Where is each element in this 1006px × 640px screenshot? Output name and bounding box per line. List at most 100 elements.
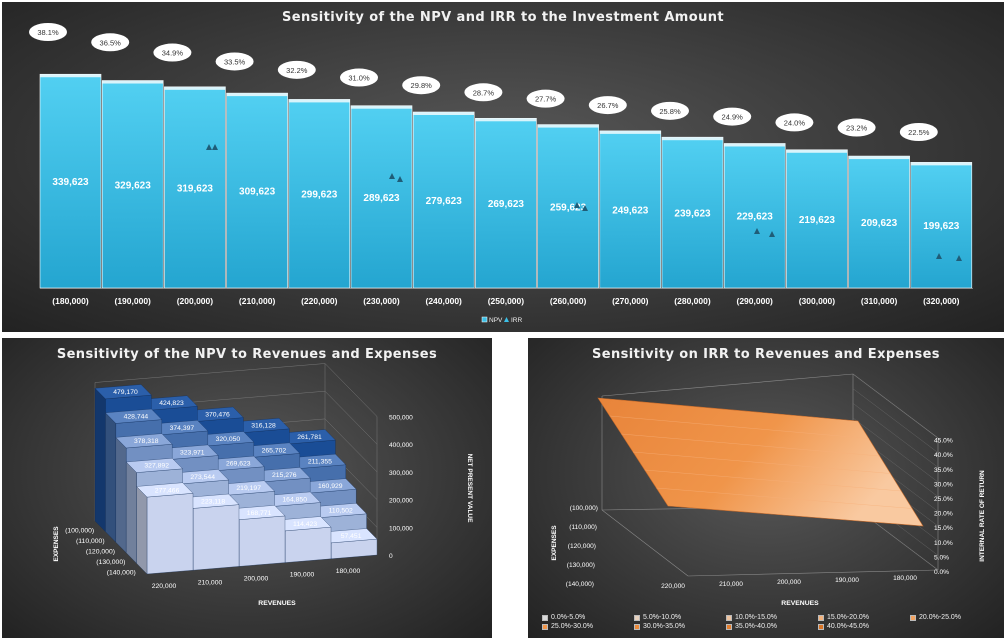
npv-3d-data-label: 114,423 bbox=[293, 521, 317, 528]
x-tick-label: (190,000) bbox=[115, 296, 152, 306]
bar-side-face bbox=[126, 461, 137, 564]
bar-top-highlight bbox=[662, 137, 723, 141]
npv-data-label: 339,623 bbox=[52, 177, 89, 188]
x-tick-label: 210,000 bbox=[719, 581, 743, 588]
npv-bar bbox=[350, 105, 413, 289]
npv-bar bbox=[786, 149, 848, 289]
legend-swatch bbox=[542, 623, 548, 630]
y-tick-label: (100,000) bbox=[570, 505, 598, 512]
y-axis-title: EXPENSES bbox=[53, 526, 60, 562]
irr-data-label: 24.0% bbox=[784, 118, 806, 127]
z-axis-title: INTERNAL RATE OF RETURN bbox=[979, 470, 986, 562]
z-tick-label: 40.0% bbox=[934, 452, 953, 459]
bar-side-face bbox=[94, 387, 106, 532]
legend-swatch bbox=[818, 614, 824, 621]
x-tick-label: 200,000 bbox=[244, 576, 269, 583]
npv-data-label: 299,623 bbox=[301, 190, 338, 201]
x-tick-label: (310,000) bbox=[861, 296, 898, 306]
irr-marker bbox=[206, 144, 212, 150]
npv-bar bbox=[39, 73, 102, 289]
x-tick-label: 220,000 bbox=[152, 583, 177, 590]
npv-bar bbox=[661, 136, 724, 289]
bar-top-highlight bbox=[164, 86, 226, 90]
npv-data-label: 209,623 bbox=[861, 218, 898, 229]
npv-3d-data-label: 277,466 bbox=[155, 487, 180, 494]
x-tick-label: (200,000) bbox=[177, 296, 214, 306]
irr-label-bubble bbox=[588, 96, 627, 115]
chart-title: Sensitivity on IRR to Revenues and Expen… bbox=[592, 347, 940, 362]
legend-item: 25.0%-30.0% bbox=[542, 623, 634, 630]
x-tick-label: (320,000) bbox=[923, 296, 960, 306]
bar-top-highlight bbox=[475, 118, 537, 122]
bar-front-face bbox=[284, 526, 332, 563]
npv-data-label: 259,623 bbox=[550, 202, 587, 213]
x-axis-title: REVENUES bbox=[781, 600, 819, 607]
npv-data-label: 269,623 bbox=[488, 199, 525, 210]
irr-marker bbox=[956, 255, 962, 261]
z-tick-label: 15.0% bbox=[934, 525, 953, 532]
y-tick-label: (120,000) bbox=[568, 543, 596, 550]
irr-data-label: 33.5% bbox=[224, 57, 246, 66]
legend-item: 5.0%-10.0% bbox=[634, 614, 726, 621]
npv-3d-data-label: 428,744 bbox=[124, 414, 149, 421]
npv-3d-data-label: 370,476 bbox=[205, 411, 230, 418]
legend-label: 10.0%-15.0% bbox=[735, 614, 778, 621]
z-tick-label: 45.0% bbox=[934, 438, 953, 445]
grid-line bbox=[324, 363, 378, 417]
legend-label: 30.0%-35.0% bbox=[643, 623, 686, 630]
npv-3d-data-label: 323,971 bbox=[180, 449, 205, 456]
npv-3d-data-label: 378,318 bbox=[134, 438, 159, 445]
npv-3d-data-label: 265,702 bbox=[262, 447, 287, 454]
npv-bar bbox=[475, 117, 537, 289]
y-tick-label: (110,000) bbox=[76, 538, 105, 545]
irr-label-bubble bbox=[775, 113, 814, 132]
irr-data-label: 29.8% bbox=[411, 81, 433, 90]
bar-top-face bbox=[125, 458, 183, 473]
irr-data-label: 31.0% bbox=[348, 74, 370, 83]
x-tick-label: 180,000 bbox=[893, 575, 917, 582]
npv-data-label: 309,623 bbox=[239, 187, 276, 198]
npv-3d-data-label: 273,544 bbox=[190, 474, 215, 481]
bar-top-highlight bbox=[413, 112, 475, 116]
y-tick-label: (110,000) bbox=[569, 524, 597, 531]
legend-item: 10.0%-15.0% bbox=[726, 614, 818, 621]
irr-label-bubble bbox=[837, 118, 876, 137]
legend-label: 25.0%-30.0% bbox=[551, 623, 594, 630]
npv-bar bbox=[599, 130, 662, 289]
npv-data-label: 279,623 bbox=[426, 196, 463, 207]
npv-bar bbox=[412, 111, 475, 289]
irr-data-label: 36.5% bbox=[100, 38, 122, 47]
legend-swatch bbox=[910, 614, 916, 621]
npv-3d-data-label: 164,850 bbox=[282, 496, 307, 503]
y-tick-label: (100,000) bbox=[65, 527, 94, 534]
npv-irr-plot: 339,623 (180,000) 38.1% 329,623 (190,000) 36.… bbox=[29, 23, 973, 324]
z-tick-label: 20.0% bbox=[934, 511, 953, 518]
npv-3d-data-label: 320,050 bbox=[216, 436, 241, 443]
legend-label: 15.0%-20.0% bbox=[827, 614, 870, 621]
npv-3d-data-label: 424,823 bbox=[159, 400, 184, 407]
npv-3d-plot: 261,781 316,128 370,476 424,823 479,170 211,3… bbox=[53, 363, 473, 607]
npv-bar bbox=[537, 124, 599, 289]
bar-top-highlight bbox=[40, 74, 101, 78]
surface-band-line bbox=[632, 451, 891, 474]
bar-top-highlight bbox=[288, 99, 350, 103]
x-tick-label: 190,000 bbox=[290, 572, 315, 579]
bar-side-face bbox=[136, 486, 148, 575]
irr-marker bbox=[582, 205, 588, 211]
bar-top-highlight bbox=[102, 80, 164, 84]
z-tick-label: 10.0% bbox=[934, 540, 953, 547]
legend-irr-label: IRR bbox=[511, 317, 523, 324]
legend-swatch bbox=[634, 623, 640, 630]
bar-front-face bbox=[146, 493, 194, 575]
x-tick-label: (180,000) bbox=[52, 296, 89, 306]
npv-data-label: 319,623 bbox=[177, 183, 214, 194]
y-tick-label: (140,000) bbox=[566, 581, 594, 588]
x-tick-label: (280,000) bbox=[674, 296, 711, 306]
legend-item: 0.0%-5.0% bbox=[542, 614, 634, 621]
npv-data-label: 249,623 bbox=[612, 205, 649, 216]
bar-side-face bbox=[105, 412, 116, 543]
irr-surface-chart: Sensitivity on IRR to Revenues and Expen… bbox=[528, 338, 1004, 638]
bar-top-highlight bbox=[537, 124, 599, 128]
z-tick-label: 30.0% bbox=[934, 481, 953, 488]
z-tick-label: 0.0% bbox=[934, 569, 949, 576]
